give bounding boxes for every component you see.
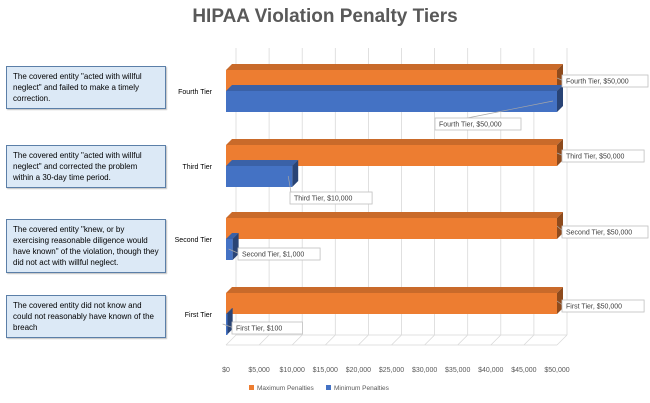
max-data-label: First Tier, $50,000	[566, 304, 622, 311]
min-penalty-bar-side	[557, 85, 563, 112]
floor-gridline	[325, 334, 336, 346]
category-label: Third Tier	[182, 164, 212, 171]
max-penalty-bar	[226, 293, 557, 314]
min-data-label: Second Tier, $1,000	[242, 252, 304, 259]
min-data-label-box	[434, 117, 522, 131]
floor-gridline	[523, 334, 535, 346]
max-penalty-bar	[226, 218, 557, 239]
floor-gridline	[258, 334, 270, 346]
floor-gridline	[291, 334, 303, 346]
min-data-label: First Tier, $100	[236, 326, 282, 333]
chart-title: HIPAA Violation Penalty Tiers	[192, 6, 458, 27]
category-label: Fourth Tier	[178, 89, 213, 96]
min-penalty-bar-top	[226, 233, 239, 239]
x-tick-label: $25,000	[379, 367, 404, 374]
max-data-label-box	[561, 149, 645, 163]
legend-swatch-min	[326, 385, 331, 390]
max-penalty-bar-side	[557, 64, 563, 91]
max-penalty-bar-top	[226, 212, 563, 218]
x-tick-label: $35,000	[445, 367, 470, 374]
max-penalty-bar-top	[226, 139, 563, 145]
min-penalty-bar-side	[292, 160, 299, 187]
max-data-label: Third Tier, $50,000	[566, 154, 624, 161]
x-tick-label: $10,000	[280, 367, 305, 374]
max-penalty-bar-top	[226, 64, 563, 70]
min-data-label-box	[237, 247, 321, 261]
max-data-label-box	[561, 74, 649, 88]
min-penalty-bar-side	[226, 308, 233, 335]
min-data-label-box	[231, 321, 303, 335]
max-data-label-box	[561, 299, 645, 313]
max-data-label: Second Tier, $50,000	[566, 230, 632, 237]
max-data-label-box	[561, 225, 649, 239]
min-penalty-bar	[226, 166, 293, 187]
tier-description-fourth: The covered entity "acted with willful n…	[6, 66, 166, 109]
max-penalty-bar-side	[557, 287, 563, 314]
x-tick-label: $20,000	[346, 367, 371, 374]
min-data-label: Third Tier, $10,000	[294, 196, 352, 203]
floor-gridline	[556, 334, 568, 346]
min-penalty-bar-top	[226, 308, 233, 314]
floor-gridline	[391, 334, 402, 346]
category-label: First Tier	[185, 312, 213, 319]
legend-label-min: Minimum Penalties	[334, 385, 390, 392]
x-tick-label: $45,000	[511, 367, 536, 374]
x-tick-label: $0	[222, 367, 230, 374]
floor-gridline	[225, 334, 237, 346]
min-penalty-bar	[226, 91, 557, 112]
floor-gridline	[358, 334, 369, 346]
x-tick-label: $15,000	[313, 367, 338, 374]
floor-gridline	[424, 334, 435, 346]
x-tick-label: $50,000	[544, 367, 569, 374]
legend-swatch-max	[249, 385, 254, 390]
max-penalty-bar-top	[226, 287, 563, 293]
tier-description-first: The covered entity did not know and coul…	[6, 295, 166, 338]
tier-description-second: The covered entity "knew, or by exercisi…	[6, 219, 166, 273]
min-penalty-bar-top	[226, 160, 299, 166]
tier-description-third: The covered entity "acted with willful n…	[6, 145, 166, 188]
category-label: Second Tier	[175, 237, 213, 244]
x-tick-label: $30,000	[412, 367, 437, 374]
min-penalty-bar	[226, 314, 228, 335]
max-penalty-bar	[226, 145, 557, 166]
min-penalty-bar-top	[226, 85, 563, 91]
max-data-label: Fourth Tier, $50,000	[566, 79, 629, 86]
x-tick-label: $5,000	[248, 367, 270, 374]
legend-label-max: Maximum Penalties	[257, 385, 314, 392]
min-data-label: Fourth Tier, $50,000	[439, 122, 502, 129]
max-penalty-bar-side	[557, 139, 563, 166]
min-data-label-box	[289, 191, 373, 205]
min-penalty-bar-side	[232, 233, 239, 260]
floor-gridline	[490, 334, 502, 346]
max-penalty-bar-side	[557, 212, 563, 239]
x-tick-label: $40,000	[478, 367, 503, 374]
floor-gridline	[457, 334, 468, 346]
